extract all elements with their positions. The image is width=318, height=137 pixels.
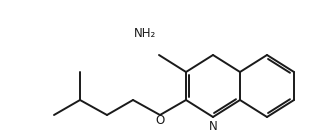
Text: NH₂: NH₂ [134, 27, 156, 40]
Text: O: O [156, 113, 165, 126]
Text: N: N [209, 119, 218, 132]
